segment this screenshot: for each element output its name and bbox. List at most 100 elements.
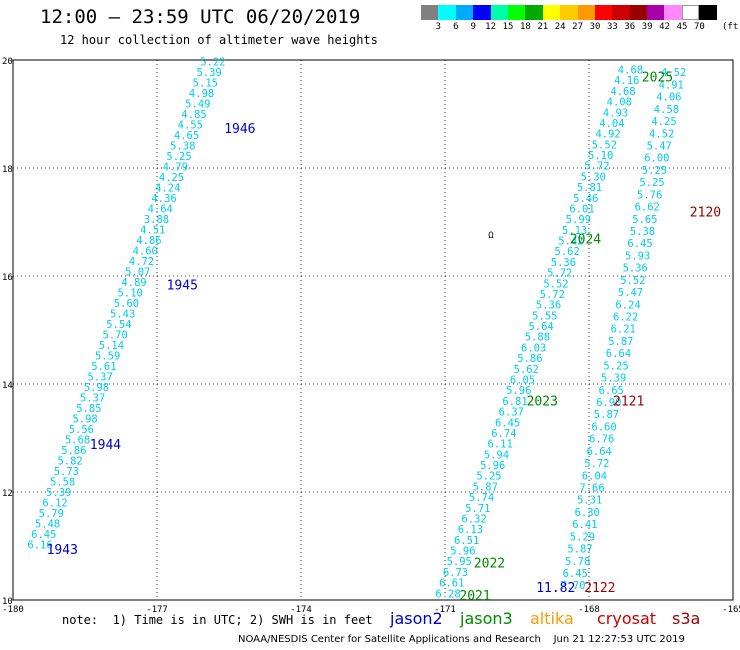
swh-value: 3.88 (144, 214, 169, 226)
color-legend (421, 5, 717, 20)
swh-value: 5.22 (200, 56, 225, 68)
legend-label: 42 (659, 22, 671, 32)
swh-value: 5.93 (625, 250, 650, 262)
swh-value: 6.21 (611, 324, 636, 336)
swh-value: 5.43 (110, 309, 135, 321)
legend-label: 24 (554, 22, 566, 32)
swh-value: 4.25 (651, 116, 676, 128)
lat-tick-label: 10 (2, 597, 13, 607)
swh-value: 5.25 (476, 471, 501, 483)
lat-tick-label: 20 (2, 57, 13, 67)
swh-value: 5.52 (592, 139, 617, 151)
swh-value: 7.66 (579, 482, 604, 494)
lat-tick-label: 18 (2, 165, 13, 175)
lat-tick-label: 12 (2, 489, 13, 499)
swh-value: 6.81 (502, 396, 527, 408)
time-label: 1944 (90, 438, 121, 453)
legend-swatch (699, 5, 717, 20)
swh-value: 6.04 (582, 470, 607, 482)
swh-value: 5.38 (170, 140, 195, 152)
swh-value: 6.64 (606, 348, 631, 360)
swh-value: 5.46 (573, 193, 598, 205)
swh-value: 5.87 (594, 409, 619, 421)
swh-value: 6.22 (613, 311, 638, 323)
swh-value: 5.85 (76, 403, 101, 415)
swh-value: 5.76 (637, 189, 662, 201)
swh-value: 4.72 (129, 256, 154, 268)
swh-value: 5.52 (543, 278, 568, 290)
legend-label: 70 (693, 22, 705, 32)
satellite-altika: altika (530, 609, 574, 628)
swh-value: 4.51 (140, 225, 165, 237)
legend-swatch (612, 5, 630, 20)
swh-value: 6.05 (510, 375, 535, 387)
swh-value: 4.25 (159, 172, 184, 184)
swh-value: 4.52 (661, 67, 686, 79)
swh-value: 5.52 (620, 275, 645, 287)
time-label: 2024 (570, 233, 601, 248)
swh-value: 5.72 (540, 289, 565, 301)
time-label: 2121 (613, 395, 644, 410)
swh-value: 5.61 (91, 361, 116, 373)
time-label: 11.82 (536, 581, 575, 596)
legend-swatch (647, 5, 665, 20)
swh-value: 4.79 (163, 161, 188, 173)
satellite-cryosat: cryosat (597, 609, 657, 628)
swh-value: 5.81 (577, 182, 602, 194)
swh-value: 5.30 (581, 171, 606, 183)
swh-value: 5.47 (618, 287, 643, 299)
swh-value: 5.39 (46, 487, 71, 499)
swh-value: 5.71 (465, 503, 490, 515)
swh-value: 5.86 (61, 445, 86, 457)
swh-value: 5.29 (570, 531, 595, 543)
time-label: 2023 (527, 395, 558, 410)
swh-value: 4.52 (649, 128, 674, 140)
legend-label: 30 (589, 22, 601, 32)
swh-value: 5.87 (473, 481, 498, 493)
legend-label: 27 (572, 22, 584, 32)
swh-value: 5.31 (577, 495, 602, 507)
swh-value: 5.62 (555, 246, 580, 258)
swh-value: 5.42 (558, 236, 583, 248)
map-title: 12:00 – 23:59 UTC 06/20/2019 (40, 6, 361, 28)
swh-value: 4.64 (148, 203, 173, 215)
swh-value: 7.70 (560, 580, 585, 592)
time-label: 2122 (584, 581, 615, 596)
swh-value: 6.74 (491, 428, 516, 440)
swh-value: 6.28 (435, 588, 460, 600)
swh-value: 5.10 (118, 288, 143, 300)
swh-value: 5.59 (95, 351, 120, 363)
time-label: 2022 (474, 557, 505, 572)
swh-value: 4.58 (654, 104, 679, 116)
swh-value: 6.45 (627, 238, 652, 250)
legend-swatch (629, 5, 648, 20)
swh-value: 5.14 (99, 340, 124, 352)
swh-value: 4.89 (121, 277, 146, 289)
swh-value: 4.98 (189, 88, 214, 100)
legend-swatch (577, 5, 595, 20)
swh-value: 4.91 (659, 79, 684, 91)
legend-swatch (560, 5, 578, 20)
legend-swatch (525, 5, 543, 20)
swh-value: 6.90 (596, 397, 621, 409)
swh-value: 5.95 (447, 556, 472, 568)
swh-value: 4.68 (610, 86, 635, 98)
swh-value: 5.72 (547, 268, 572, 280)
swh-value: 6.00 (644, 153, 669, 165)
swh-value: 5.36 (551, 257, 576, 269)
legend-swatch (594, 5, 613, 20)
satellite-jason3: jason3 (460, 609, 513, 628)
swh-value: 5.25 (639, 177, 664, 189)
legend-swatch (490, 5, 508, 20)
swh-value: 5.98 (72, 414, 97, 426)
swh-value: 4.60 (133, 246, 158, 258)
legend-label: 36 (624, 22, 636, 32)
legend-swatch (438, 5, 456, 20)
swh-value: 6.51 (454, 535, 479, 547)
swh-value: 4.24 (155, 182, 180, 194)
time-label: 1943 (47, 543, 78, 558)
swh-value: 5.72 (584, 458, 609, 470)
legend-label: 33 (606, 22, 618, 32)
legend-swatch (542, 5, 561, 20)
lon-tick-label: -171 (434, 605, 456, 615)
